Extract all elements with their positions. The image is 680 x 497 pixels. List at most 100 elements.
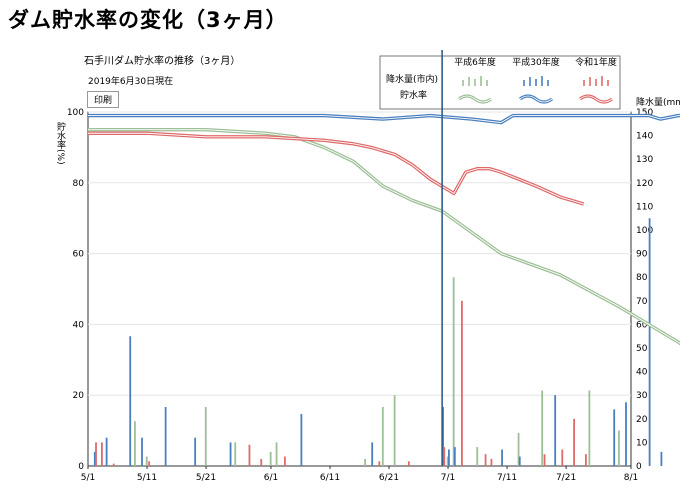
precip-bar — [378, 461, 381, 466]
legend-precip-swatch — [529, 77, 531, 86]
x-tick-label: 5/21 — [196, 473, 216, 483]
print-button[interactable]: 印刷 — [87, 91, 120, 108]
storage-line — [88, 127, 680, 346]
precip-bar — [260, 458, 263, 466]
left-tick-label: 20 — [73, 391, 85, 401]
precip-bar — [561, 449, 564, 466]
precip-bar — [446, 456, 449, 466]
x-tick-label: 6/21 — [379, 473, 399, 483]
right-tick-label: 20 — [636, 415, 648, 425]
legend-precip-swatch — [547, 80, 549, 86]
x-tick-label: 5/1 — [81, 473, 95, 483]
precip-bar — [484, 454, 487, 466]
right-tick-label: 150 — [636, 108, 653, 118]
legend-precip-swatch — [480, 76, 482, 86]
precip-bar — [452, 277, 455, 466]
right-tick-label: 130 — [636, 155, 653, 165]
right-axis-label: 降水量(mm) — [636, 96, 680, 108]
storage-line-inner — [88, 132, 584, 205]
precip-bar — [93, 451, 96, 466]
legend-precip-swatch — [468, 77, 470, 86]
precip-bar — [234, 442, 237, 466]
left-tick-label: 0 — [78, 462, 84, 472]
x-tick-label: 6/1 — [264, 473, 278, 483]
page-title: ダム貯水率の変化（3ヶ月） — [8, 8, 288, 32]
precip-bar — [407, 461, 410, 466]
precip-bar — [617, 430, 620, 466]
legend-year-label: 令和1年度 — [575, 56, 617, 68]
legend-storage-label: 貯水率 — [400, 89, 427, 101]
legend: 降水量(市内) 貯水率 平成6年度 平成30年度 令和1年度 — [379, 55, 621, 110]
precip-bar — [518, 456, 521, 466]
precip-bar — [501, 449, 503, 466]
precip-bar — [364, 458, 367, 466]
right-tick-label: 140 — [636, 132, 653, 142]
legend-precip-swatch — [523, 80, 525, 86]
right-tick-label: 10 — [636, 438, 648, 448]
right-axis-ticks: 0 10 20 30 40 50 60 70 80 90 100 110 120 130 140 150 — [636, 108, 653, 472]
x-tick-label: 8/1 — [624, 473, 638, 483]
right-tick-label: 90 — [636, 250, 648, 260]
right-tick-label: 50 — [636, 344, 648, 354]
legend-precip-swatch — [589, 77, 591, 86]
legend-precip-swatch — [535, 79, 537, 86]
precip-bar — [164, 407, 167, 466]
precip-bar — [443, 447, 446, 466]
precip-bar — [461, 300, 463, 466]
precip-bar — [381, 407, 384, 466]
precip-bar — [393, 395, 396, 466]
legend-storage-swatch-inner — [579, 95, 613, 103]
left-axis-label: 貯水率(%) — [55, 122, 66, 165]
legend-precip-swatch — [583, 80, 585, 86]
chart-subtitle: 石手川ダム貯水率の推移（3ヶ月） — [84, 56, 241, 67]
precip-bar — [648, 218, 651, 466]
x-tick-label: 7/21 — [556, 473, 576, 483]
left-tick-label: 60 — [73, 250, 85, 260]
precip-bar — [517, 432, 520, 466]
left-axis-ticks: 0 20 40 60 80 100 — [67, 108, 84, 472]
gridlines — [88, 111, 631, 396]
precip-bar — [269, 451, 272, 466]
precip-bar — [141, 437, 143, 466]
x-axis-ticks: 5/1 5/11 5/21 6/1 6/11 6/21 7/1 7/11 7/21 8/1 — [81, 466, 638, 483]
precip-bar — [275, 442, 278, 466]
precip-bar — [148, 461, 151, 466]
right-tick-label: 120 — [636, 179, 653, 189]
precip-bar — [145, 456, 148, 466]
legend-storage-swatch-inner — [458, 95, 492, 103]
legend-precip-swatch — [595, 79, 597, 86]
precip-bar — [300, 414, 303, 466]
storage-lines — [88, 113, 680, 346]
right-tick-label: 30 — [636, 391, 648, 401]
legend-precip-swatch — [486, 80, 488, 86]
precip-bar — [101, 442, 103, 466]
precip-bar — [448, 449, 450, 466]
precip-bar — [134, 421, 136, 466]
precip-bar — [588, 390, 591, 466]
storage-line-inner — [88, 115, 680, 124]
right-tick-label: 100 — [636, 226, 653, 236]
precip-bar — [112, 463, 115, 466]
legend-precip-swatch — [474, 79, 476, 86]
precip-bar — [194, 437, 197, 466]
precip-bar — [229, 442, 232, 466]
precip-bar — [660, 451, 663, 466]
right-tick-label: 70 — [636, 297, 648, 307]
x-tick-label: 6/11 — [320, 473, 340, 483]
precip-bar — [283, 456, 286, 466]
legend-precip-label: 降水量(市内) — [386, 73, 438, 85]
right-tick-label: 80 — [636, 273, 648, 283]
right-tick-label: 60 — [636, 320, 648, 330]
precip-bar — [129, 336, 132, 466]
storage-line-inner — [88, 129, 680, 344]
legend-precip-swatch — [462, 80, 464, 86]
precip-bar — [573, 418, 575, 466]
legend-storage-swatch-inner — [519, 95, 553, 103]
precip-bar — [442, 407, 444, 466]
right-tick-label: 40 — [636, 368, 648, 378]
precip-bars — [93, 218, 663, 466]
legend-precip-swatch — [607, 80, 609, 86]
precip-bar — [371, 442, 374, 466]
as-of-date: 2019年6月30日現在 — [88, 77, 174, 87]
